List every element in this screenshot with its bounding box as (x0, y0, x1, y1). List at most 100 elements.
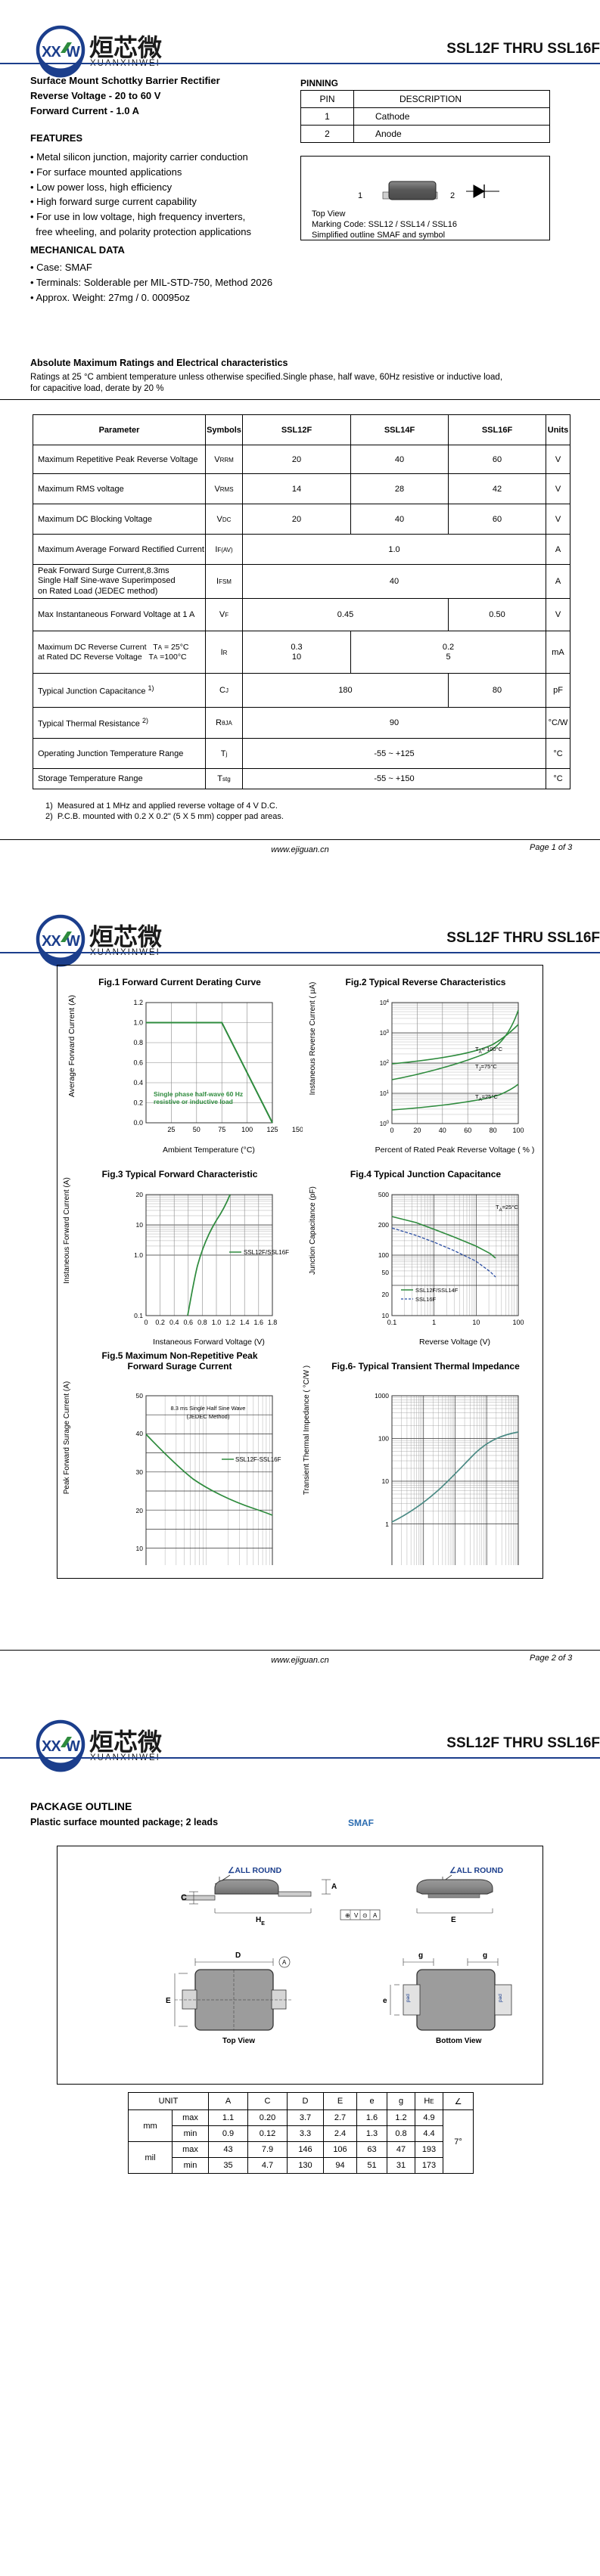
svg-text:SSL12F/SSL14F: SSL12F/SSL14F (415, 1287, 459, 1294)
svg-text:XX: XX (42, 933, 61, 950)
svg-text:2: 2 (450, 191, 455, 200)
svg-text:e: e (383, 1997, 387, 2005)
svg-text:60: 60 (464, 1127, 471, 1134)
svg-text:D: D (235, 1951, 241, 1960)
svg-text:TA= 100°C: TA= 100°C (475, 1046, 503, 1055)
svg-text:HE: HE (256, 1916, 265, 1927)
svg-text:烜芯微: 烜芯微 (89, 34, 162, 61)
svg-text:C: C (181, 1893, 187, 1902)
svg-text:100: 100 (241, 1126, 253, 1133)
svg-text:10: 10 (382, 1477, 390, 1485)
svg-text:⊙: ⊙ (362, 1912, 368, 1919)
svg-text:75: 75 (218, 1126, 225, 1133)
svg-text:30: 30 (136, 1468, 144, 1476)
svg-text:pad: pad (498, 1994, 503, 2002)
svg-text:TA=25°C: TA=25°C (475, 1093, 498, 1102)
svg-text:(JEDEC Method): (JEDEC Method) (187, 1413, 230, 1420)
svg-text:SSL12F THRU SSL16F: SSL12F THRU SSL16F (446, 930, 600, 946)
svg-text:SSL16F: SSL16F (415, 1296, 437, 1303)
svg-text:1.0: 1.0 (212, 1319, 222, 1326)
svg-text:1.2: 1.2 (225, 1319, 235, 1326)
svg-text:g: g (418, 1951, 423, 1960)
svg-text:0.1: 0.1 (387, 1319, 397, 1326)
svg-text:50: 50 (193, 1126, 201, 1133)
svg-text:烜芯微: 烜芯微 (89, 923, 162, 950)
svg-text:1: 1 (358, 191, 362, 200)
svg-text:1: 1 (385, 1520, 389, 1528)
svg-text:E: E (451, 1916, 456, 1924)
svg-text:resistive or inductive load: resistive or inductive load (154, 1098, 233, 1105)
svg-text:1.0: 1.0 (134, 1251, 143, 1259)
svg-text:SSL12F-SSL16F: SSL12F-SSL16F (235, 1456, 281, 1463)
svg-text:1000: 1000 (375, 1392, 389, 1400)
svg-text:A: A (373, 1912, 378, 1919)
svg-text:XX: XX (42, 1738, 61, 1755)
svg-text:20: 20 (382, 1291, 390, 1298)
svg-text:0.2: 0.2 (133, 1099, 143, 1107)
svg-text:0.4: 0.4 (133, 1079, 143, 1087)
svg-text:XX: XX (42, 44, 61, 60)
svg-text:00: 00 (136, 1564, 144, 1565)
svg-text:100: 100 (378, 1435, 389, 1443)
svg-text:80: 80 (490, 1127, 497, 1134)
svg-text:100: 100 (512, 1319, 524, 1326)
svg-text:A: A (282, 1959, 287, 1966)
svg-text:1.0: 1.0 (133, 1019, 143, 1027)
svg-text:pad: pad (406, 1994, 411, 2002)
svg-text:150: 150 (292, 1126, 303, 1133)
svg-text:TJ=75°C: TJ=75°C (475, 1063, 497, 1072)
svg-text:20: 20 (413, 1127, 421, 1134)
svg-text:1.4: 1.4 (240, 1319, 250, 1326)
svg-text:102: 102 (380, 1060, 390, 1067)
svg-text:100: 100 (380, 1121, 390, 1127)
svg-text:V: V (354, 1912, 359, 1919)
svg-text:Single phase half-wave 60 Hz: Single phase half-wave 60 Hz (154, 1090, 243, 1098)
svg-text:500: 500 (378, 1191, 389, 1198)
svg-text:0.6: 0.6 (184, 1319, 194, 1326)
svg-text:100: 100 (512, 1127, 524, 1134)
svg-text:104: 104 (380, 1000, 390, 1006)
svg-text:40: 40 (136, 1430, 144, 1437)
svg-text:20: 20 (136, 1507, 144, 1514)
svg-text:Reverse Voltage (V): Reverse Voltage (V) (419, 1338, 490, 1347)
svg-text:101: 101 (380, 1090, 390, 1097)
svg-text:10: 10 (136, 1221, 144, 1229)
svg-text:103: 103 (380, 1030, 390, 1037)
svg-text:0.1: 0.1 (134, 1312, 143, 1319)
svg-text:0.8: 0.8 (197, 1319, 207, 1326)
svg-text:20: 20 (136, 1191, 144, 1198)
svg-text:10: 10 (136, 1545, 144, 1552)
svg-text:SSL12F THRU SSL16F: SSL12F THRU SSL16F (446, 1735, 600, 1751)
svg-text:1.2: 1.2 (133, 999, 143, 1006)
svg-text:0: 0 (144, 1319, 148, 1326)
svg-text:0.8: 0.8 (133, 1039, 143, 1046)
svg-text:Instaneous Forward Voltage (V): Instaneous Forward Voltage (V) (153, 1338, 265, 1347)
svg-text:g: g (483, 1951, 487, 1960)
svg-text:TA=25°C: TA=25°C (496, 1204, 518, 1213)
svg-text:10: 10 (472, 1319, 480, 1326)
svg-text:0.0: 0.0 (133, 1119, 143, 1127)
svg-text:1.8: 1.8 (268, 1319, 278, 1326)
svg-text:Percent of Rated Peak Reverse: Percent of Rated Peak Reverse Voltage ( … (375, 1145, 535, 1155)
svg-text:8.3 ms Single Half Sine Wave: 8.3 ms Single Half Sine Wave (171, 1405, 246, 1412)
svg-text:烜芯微: 烜芯微 (89, 1728, 162, 1756)
svg-text:Top View: Top View (222, 2037, 255, 2045)
svg-text:SSL12F/SSL16F: SSL12F/SSL16F (244, 1249, 289, 1256)
svg-text:A: A (331, 1883, 337, 1891)
svg-text:25: 25 (167, 1126, 175, 1133)
svg-text:100: 100 (378, 1251, 389, 1259)
svg-text:1: 1 (432, 1319, 436, 1326)
svg-text:40: 40 (439, 1127, 446, 1134)
svg-text:∠ALL ROUND: ∠ALL ROUND (228, 1866, 281, 1875)
svg-text:1.6: 1.6 (254, 1319, 264, 1326)
svg-text:0.6: 0.6 (133, 1059, 143, 1067)
svg-text:200: 200 (378, 1221, 389, 1229)
svg-text:∠ALL ROUND: ∠ALL ROUND (449, 1866, 503, 1875)
svg-text:50: 50 (136, 1392, 144, 1400)
svg-text:Ambient Temperature (°C): Ambient Temperature (°C) (163, 1145, 255, 1155)
svg-text:Bottom View: Bottom View (436, 2037, 482, 2045)
svg-text:125: 125 (266, 1126, 278, 1133)
svg-text:0: 0 (390, 1127, 393, 1134)
svg-text:50: 50 (382, 1269, 390, 1276)
svg-text:⊕: ⊕ (345, 1912, 350, 1919)
